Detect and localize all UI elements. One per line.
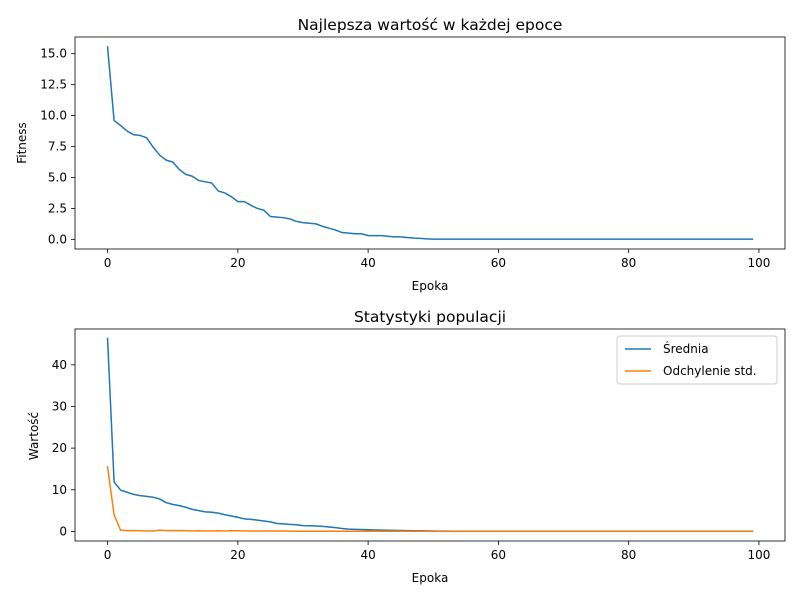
ticks-layer: 0 20 40 60 80 100 0 10 20 30 40 — [52, 358, 771, 562]
legend-box — [616, 335, 778, 385]
series-line-odchylenie-std- — [106, 466, 754, 533]
x-tick-label: 0 — [104, 548, 112, 562]
plot-frame — [74, 328, 786, 542]
plot-area: 0 20 40 60 80 100 0 10 20 30 40 — [52, 328, 786, 562]
y-tick-label: 7.5 — [48, 140, 67, 154]
panel-population-stats: Statystyki populacji 0 20 40 60 80 100 0 10 20 30… — [27, 308, 786, 585]
x-tick-label: 60 — [491, 548, 506, 562]
series-layer — [106, 337, 754, 533]
y-tick-label: 12.5 — [40, 78, 67, 92]
ticks-layer: 0 20 40 60 80 100 0.0 2.5 5.0 7.5 10.0 12.5 15.0 — [40, 47, 770, 270]
y-tick-label: 0 — [59, 524, 67, 538]
series-layer — [106, 46, 754, 240]
x-tick-label: 20 — [230, 548, 245, 562]
x-tick-label: 80 — [621, 256, 636, 270]
y-tick-label: 0.0 — [48, 232, 67, 246]
x-tick-label: 20 — [230, 256, 245, 270]
y-tick-label: 30 — [52, 399, 67, 413]
y-tick-label: 5.0 — [48, 170, 67, 184]
x-axis-label: Epoka — [412, 279, 449, 293]
x-tick-label: 40 — [360, 256, 375, 270]
x-tick-label: 60 — [491, 256, 506, 270]
x-axis-label: Epoka — [412, 571, 449, 585]
y-tick-label: 40 — [52, 358, 67, 372]
chart-title: Statystyki populacji — [354, 308, 506, 326]
y-tick-label: 10.0 — [40, 109, 67, 123]
y-tick-label: 10 — [52, 483, 67, 497]
plot-frame — [74, 36, 786, 250]
y-tick-label: 20 — [52, 441, 67, 455]
x-tick-label: 100 — [747, 548, 770, 562]
panel-best-fitness: Najlepsza wartość w każdej epoce 0 20 40 60… — [15, 16, 786, 293]
x-tick-label: 100 — [747, 256, 770, 270]
y-axis-label: Fitness — [15, 122, 29, 164]
y-axis-label: Wartość — [27, 412, 41, 460]
x-tick-label: 40 — [360, 548, 375, 562]
x-tick-label: 0 — [104, 256, 112, 270]
legend-label-srednia: Średnia — [663, 341, 709, 356]
x-tick-label: 80 — [621, 548, 636, 562]
y-tick-label: 15.0 — [40, 47, 67, 61]
y-tick-label: 2.5 — [48, 201, 67, 215]
legend-label-odchylenie: Odchylenie std. — [663, 364, 757, 378]
plot-area: 0 20 40 60 80 100 0.0 2.5 5.0 7.5 10.0 12.5 15.0 — [40, 36, 786, 270]
legend: Średnia Odchylenie std. — [616, 335, 778, 385]
series-line-series-0 — [106, 46, 754, 240]
chart-title: Najlepsza wartość w każdej epoce — [298, 16, 563, 34]
